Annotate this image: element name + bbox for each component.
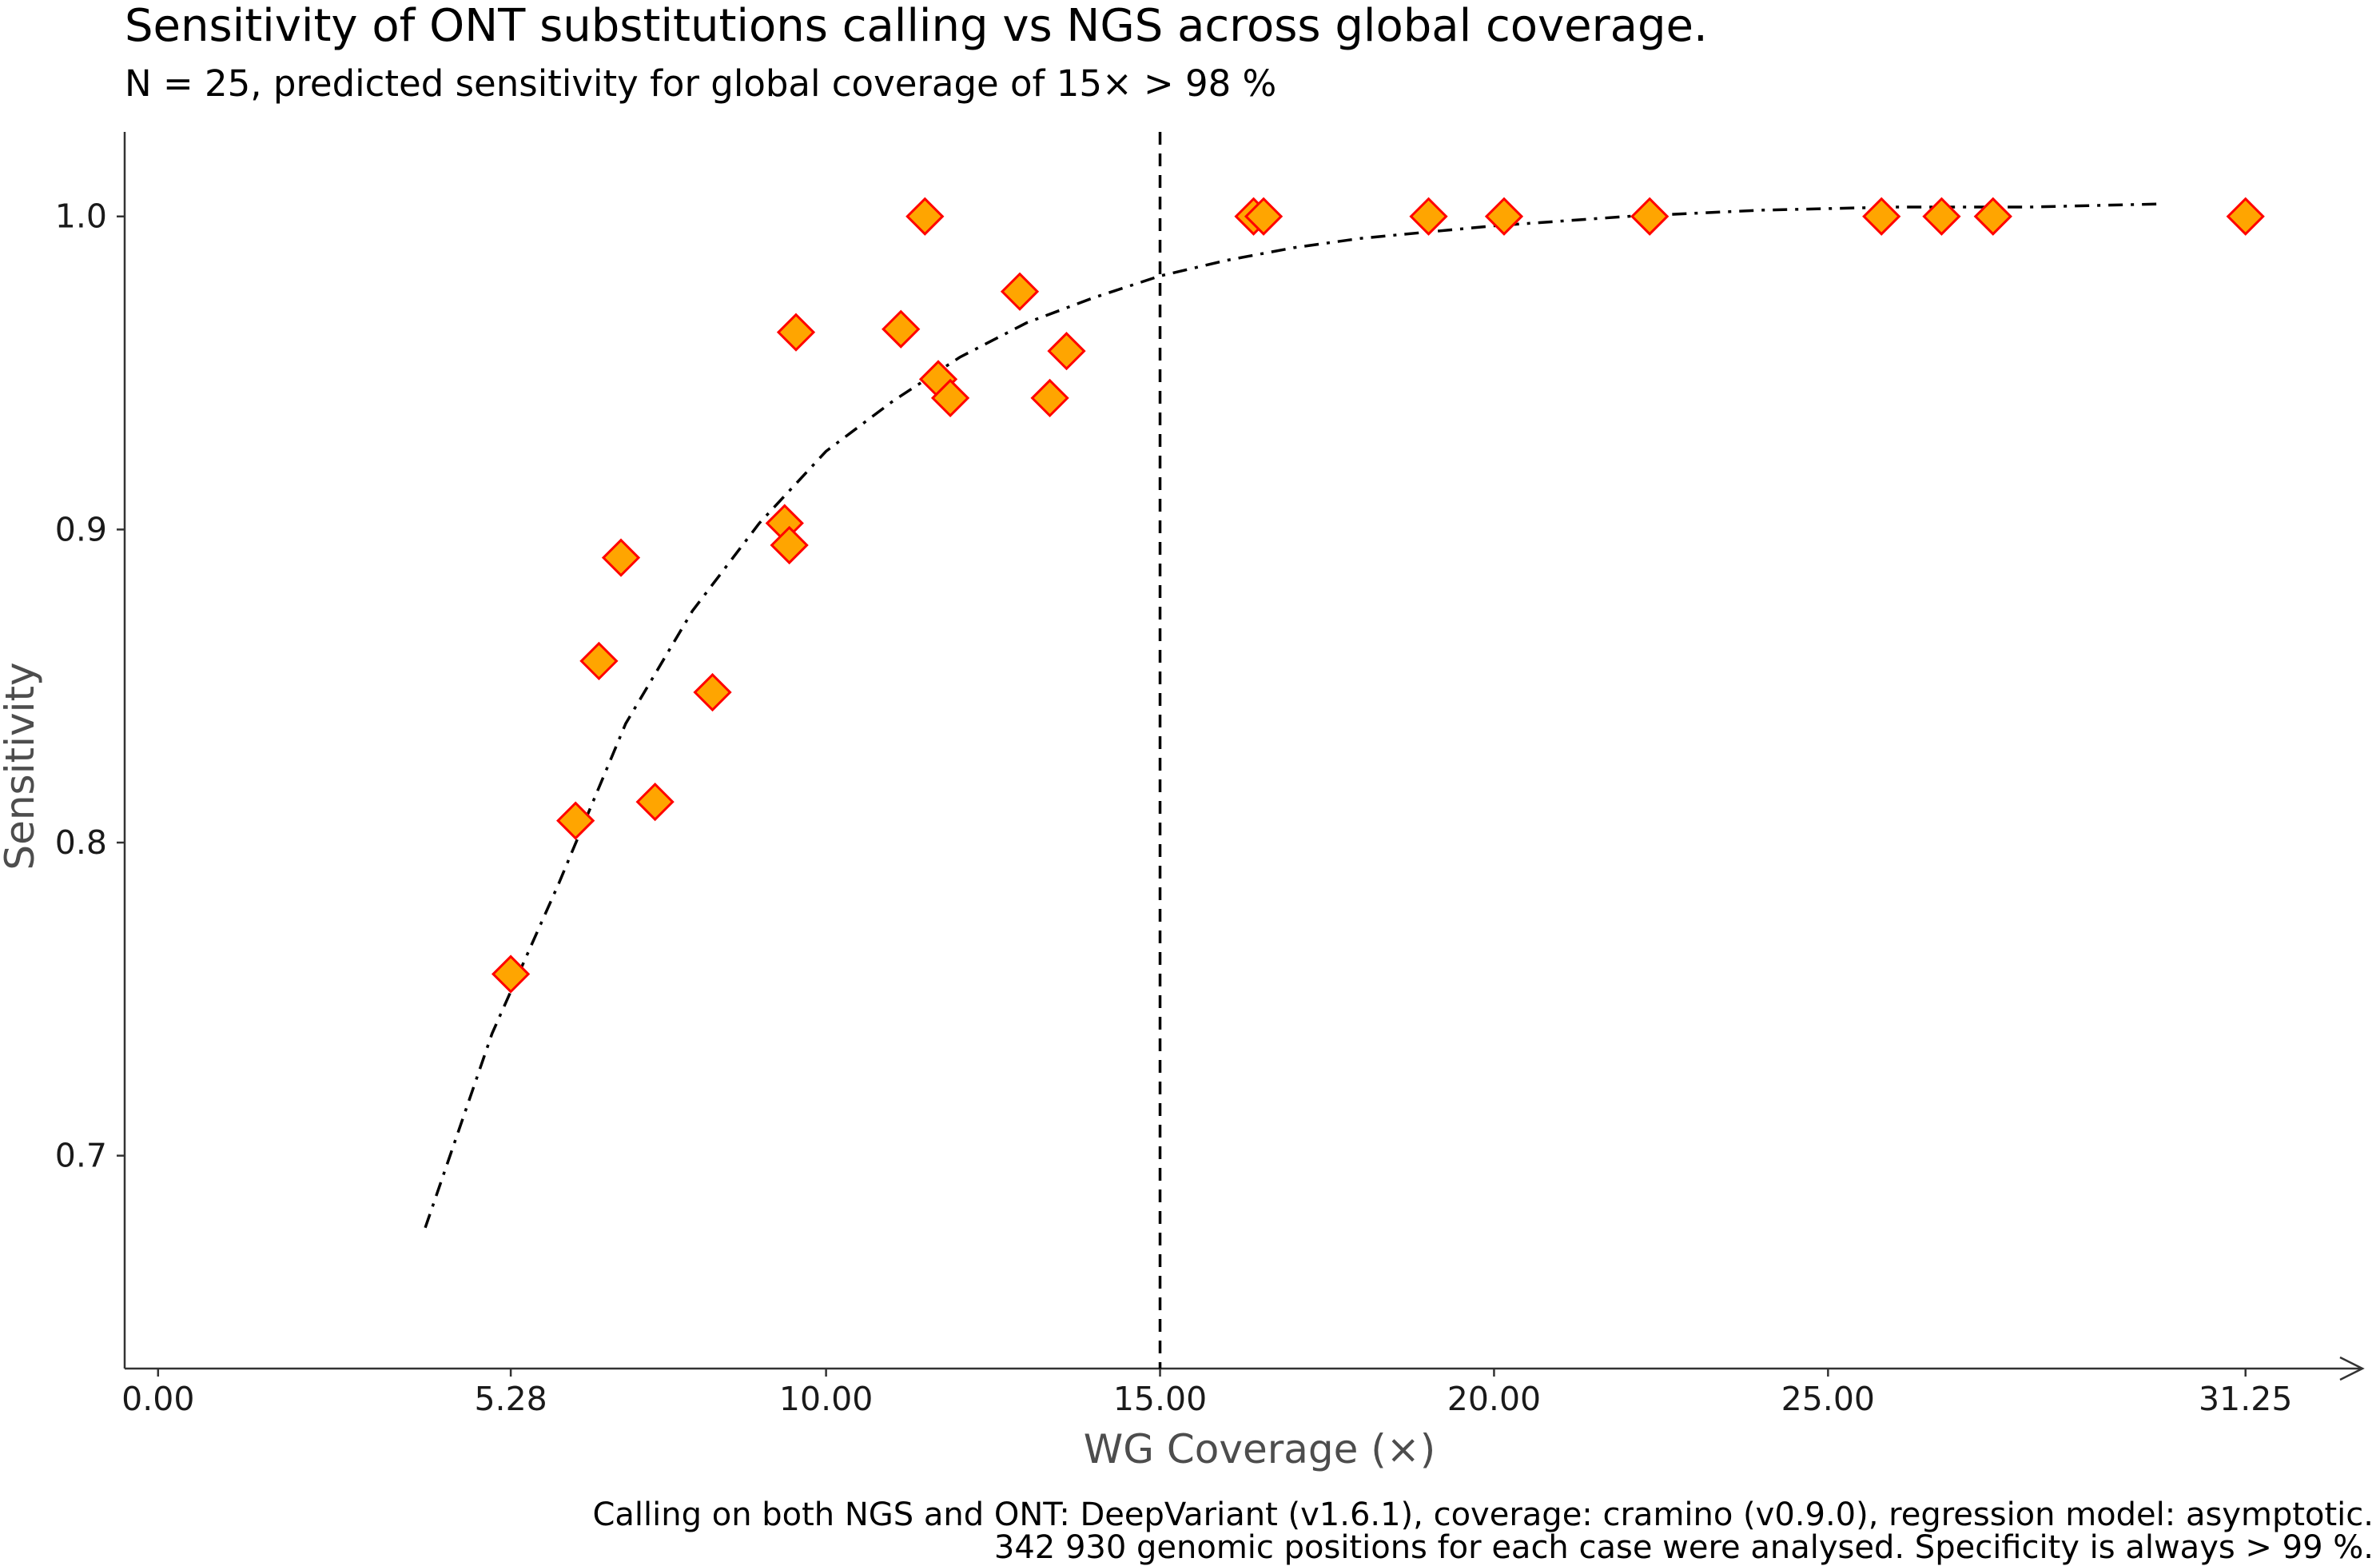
data-point xyxy=(693,672,732,712)
data-point xyxy=(601,538,641,577)
x-tick-label: 15.00 xyxy=(1113,1380,1207,1418)
y-tick-label: 0.7 xyxy=(55,1137,107,1175)
y-tick-label: 0.9 xyxy=(55,510,107,548)
data-point xyxy=(1000,272,1040,311)
chart-title: Sensitivity of ONT substitutions calling… xyxy=(125,0,1708,52)
data-point xyxy=(579,641,619,681)
data-point xyxy=(1030,378,1069,418)
caption-line-1: Calling on both NGS and ONT: DeepVariant… xyxy=(592,1496,2374,1533)
x-tick-label: 0.00 xyxy=(121,1380,194,1418)
x-tick-label: 31.25 xyxy=(2199,1380,2292,1418)
x-tick-label: 20.00 xyxy=(1447,1380,1541,1418)
data-point xyxy=(1630,197,1670,236)
data-point xyxy=(1047,332,1086,371)
y-axis-title: Sensitivity xyxy=(0,662,43,870)
data-point xyxy=(1244,197,1284,236)
fit-curve-layer xyxy=(424,202,2163,1229)
y-tick-label: 1.0 xyxy=(55,197,107,236)
data-point xyxy=(770,525,809,565)
data-point xyxy=(491,954,531,994)
x-tick-label: 10.00 xyxy=(779,1380,873,1418)
data-point xyxy=(1922,197,1961,236)
data-points xyxy=(491,197,2265,994)
fit-curve xyxy=(424,202,2163,1229)
data-point xyxy=(635,783,675,822)
data-point xyxy=(2226,197,2265,236)
chart-subtitle: N = 25, predicted sensitivity for global… xyxy=(125,62,1277,105)
x-tick-label: 5.28 xyxy=(474,1380,547,1418)
y-tick-label: 0.8 xyxy=(55,823,107,862)
data-point xyxy=(776,313,816,352)
data-point xyxy=(556,801,595,840)
x-tick-label: 25.00 xyxy=(1781,1380,1875,1418)
axes xyxy=(123,132,2365,1381)
caption-line-2: 342 930 genomic positions for each case … xyxy=(993,1529,2374,1566)
data-point xyxy=(1484,197,1524,236)
data-point xyxy=(1409,197,1448,236)
data-point xyxy=(1973,197,2012,236)
ticks: 0.00 5.28 10.00 15.00 20.00 25.00 31.25 0.7 0.8 0… xyxy=(55,197,2293,1418)
data-point xyxy=(882,309,921,349)
x-axis-title: WG Coverage (×) xyxy=(1084,1426,1435,1472)
data-point xyxy=(905,197,945,236)
data-point xyxy=(930,378,970,418)
data-point xyxy=(1862,197,1901,236)
x-axis-arrow-icon xyxy=(2339,1356,2365,1381)
